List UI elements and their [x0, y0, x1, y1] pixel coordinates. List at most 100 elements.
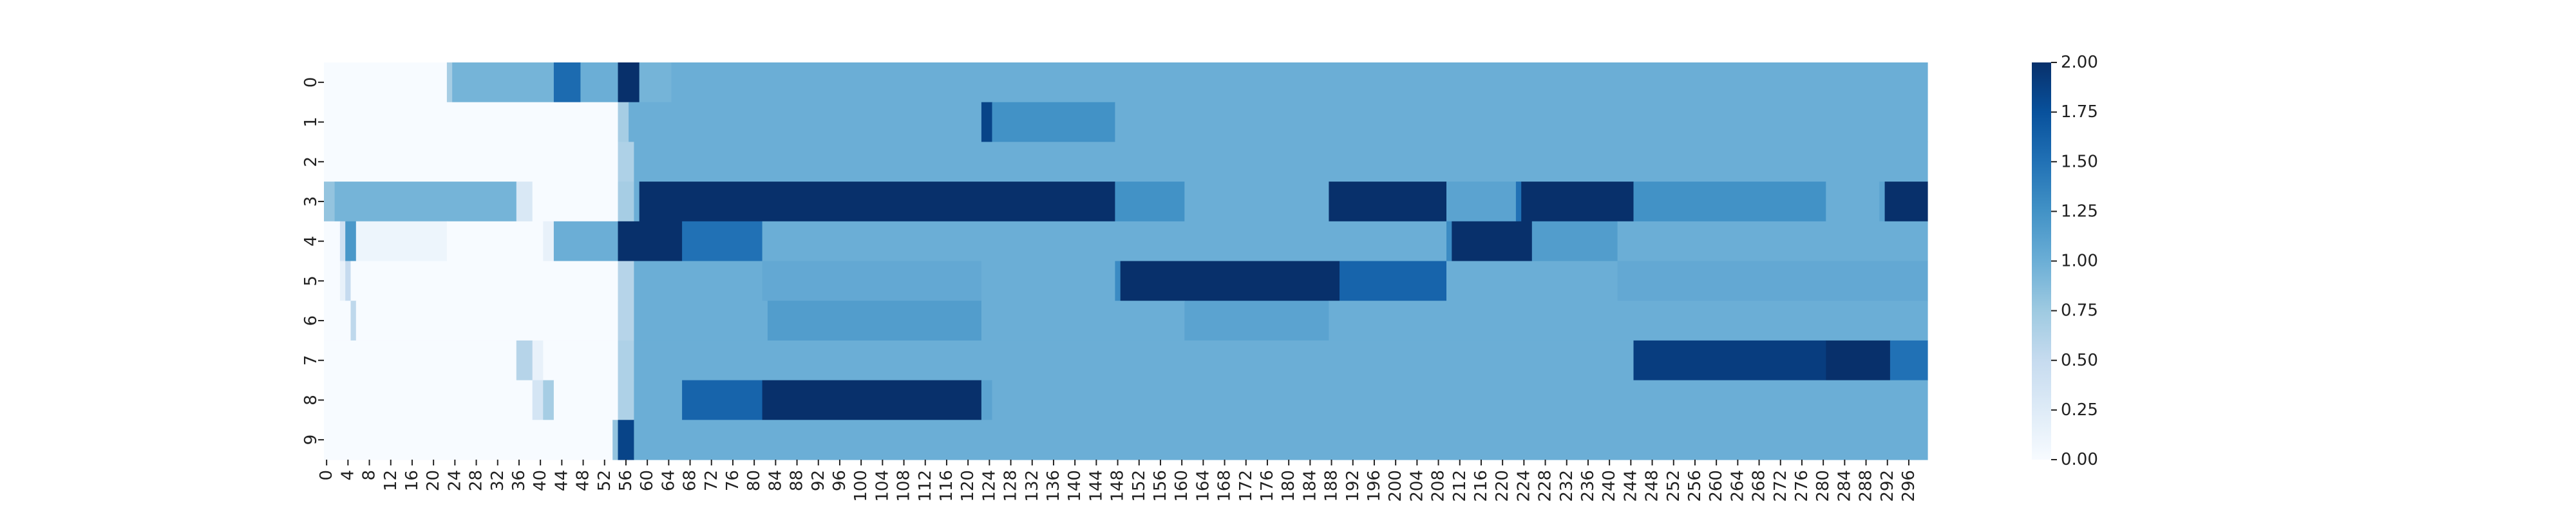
column-tick-label: 16	[402, 470, 422, 491]
column-tick-label: 164	[1193, 470, 1213, 502]
colorbar	[2032, 62, 2051, 460]
heatmap-cell	[767, 301, 982, 341]
heatmap-cell	[1617, 261, 1928, 301]
heatmap-cell	[324, 142, 619, 182]
heatmap-cell	[618, 221, 683, 262]
column-tick-label: 204	[1407, 470, 1426, 502]
row-tick-label: 5	[301, 276, 321, 286]
heatmap-cell	[1340, 261, 1447, 301]
heatmap-cell	[1184, 301, 1329, 341]
row-tick-label: 9	[301, 435, 321, 445]
heatmap-cell	[1633, 340, 1826, 381]
column-tick-label: 0	[317, 470, 336, 481]
heatmap-cell	[618, 380, 634, 420]
heatmap-cell	[634, 261, 763, 301]
column-tick-label: 64	[659, 470, 678, 491]
heatmap-cell	[553, 380, 619, 420]
column-tick-label: 228	[1536, 470, 1555, 502]
heatmap-cell	[1115, 261, 1121, 301]
heatmap-cell	[1452, 221, 1533, 262]
column-tick-label: 84	[766, 470, 785, 491]
heatmap-cell	[324, 182, 336, 222]
heatmap-cell	[634, 182, 640, 222]
column-tick-label: 56	[616, 470, 636, 491]
column-tick-label: 88	[788, 470, 807, 491]
column-tick-label: 248	[1643, 470, 1662, 502]
colorbar-tick-label: 1.00	[2061, 252, 2098, 271]
column-tick-label: 192	[1343, 470, 1363, 502]
heatmap-cell	[324, 340, 517, 381]
heatmap-cell	[1531, 221, 1618, 262]
heatmap-cell	[350, 261, 619, 301]
heatmap-cell	[324, 301, 352, 341]
column-tick-label: 32	[488, 470, 507, 491]
heatmap-cell	[634, 142, 1928, 182]
column-tick-label: 52	[595, 470, 614, 491]
column-tick-label: 256	[1685, 470, 1705, 502]
heatmap-cell	[618, 102, 629, 142]
colorbar-tick-label: 0.00	[2061, 450, 2098, 469]
column-tick-label: 168	[1215, 470, 1235, 502]
heatmap-cell	[1115, 102, 1928, 142]
heatmap-cell	[1329, 301, 1928, 341]
heatmap-cell	[992, 102, 1115, 142]
column-tick-label: 76	[723, 470, 743, 491]
column-tick-label: 160	[1172, 470, 1191, 502]
heatmap-cell	[516, 182, 533, 222]
heatmap-cell	[1446, 182, 1517, 222]
column-tick-label: 252	[1664, 470, 1683, 502]
heatmap-cell	[452, 62, 554, 103]
column-tick-label: 4	[338, 470, 357, 481]
heatmap-cell	[1184, 182, 1329, 222]
heatmap-cell	[981, 261, 1115, 301]
colorbar-tick-label: 0.50	[2061, 351, 2098, 370]
column-tick-label: 100	[851, 470, 871, 502]
heatmap-cell	[532, 380, 544, 420]
heatmap-cell	[324, 380, 533, 420]
heatmap-cell	[324, 62, 448, 103]
column-tick-label: 232	[1557, 470, 1577, 502]
column-tick-label: 196	[1365, 470, 1384, 502]
heatmap-cell	[553, 221, 619, 262]
column-tick-label: 112	[916, 470, 935, 502]
heatmap-cell	[629, 102, 982, 142]
colorbar-ticks: 0.00 0.25 0.50 0.75 1.00 1.25 1.50 1.75 2.00	[2051, 53, 2098, 469]
column-tick-label: 284	[1835, 470, 1854, 502]
colorbar-gradient	[2032, 62, 2051, 460]
heatmap-cell	[634, 301, 768, 341]
row-tick-label: 1	[301, 117, 321, 127]
heatmap-cell	[682, 380, 763, 420]
column-tick-label: 268	[1750, 470, 1769, 502]
column-tick-label: 104	[873, 470, 892, 502]
heatmap-cell	[634, 380, 683, 420]
column-tick-label: 20	[424, 470, 443, 491]
column-tick-label: 124	[980, 470, 999, 502]
column-tick-label: 236	[1578, 470, 1598, 502]
column-tick-label: 176	[1258, 470, 1277, 502]
heatmap-cell	[639, 182, 1115, 222]
heatmap-cell	[1446, 261, 1618, 301]
column-tick-label: 116	[937, 470, 956, 502]
column-tick-label: 184	[1300, 470, 1320, 502]
heatmap-cell	[1889, 340, 1928, 381]
column-tick-label: 264	[1728, 470, 1747, 502]
heatmap-cell	[345, 261, 352, 301]
column-tick-label: 8	[360, 470, 379, 481]
column-tick-label: 288	[1857, 470, 1876, 502]
heatmap-cell	[612, 420, 619, 460]
heatmap-cell	[1115, 182, 1185, 222]
row-tick-label: 4	[301, 236, 321, 247]
heatmap-cells	[324, 62, 1928, 460]
heatmap-cell	[339, 261, 346, 301]
column-tick-label: 148	[1108, 470, 1128, 502]
row-tick-label: 3	[301, 196, 321, 207]
column-tick-label: 136	[1044, 470, 1063, 502]
heatmap-cell	[1329, 182, 1447, 222]
column-tick-label: 132	[1023, 470, 1042, 502]
column-tick-label: 120	[958, 470, 978, 502]
column-tick-label: 24	[445, 470, 464, 491]
row-tick-label: 0	[301, 77, 321, 88]
column-tick-label: 280	[1814, 470, 1833, 502]
heatmap-cell	[762, 261, 982, 301]
column-tick-label: 92	[809, 470, 828, 491]
